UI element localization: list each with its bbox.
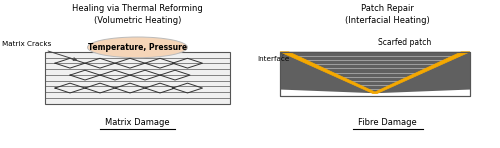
Ellipse shape bbox=[88, 37, 188, 58]
Text: Patch Repair
(Interfacial Heating): Patch Repair (Interfacial Heating) bbox=[345, 4, 430, 25]
Polygon shape bbox=[372, 52, 470, 93]
Text: Temperature, Pressure: Temperature, Pressure bbox=[88, 43, 187, 52]
Text: Scarfed patch: Scarfed patch bbox=[378, 38, 432, 47]
Bar bbox=[280, 52, 470, 96]
Polygon shape bbox=[280, 52, 378, 93]
Text: Fibre Damage: Fibre Damage bbox=[358, 118, 417, 127]
Text: Interface: Interface bbox=[258, 53, 290, 62]
Text: Matrix Damage: Matrix Damage bbox=[105, 118, 170, 127]
Bar bbox=[45, 52, 230, 104]
Text: Healing via Thermal Reforming
(Volumetric Heating): Healing via Thermal Reforming (Volumetri… bbox=[72, 4, 203, 25]
Polygon shape bbox=[280, 52, 470, 93]
Bar bbox=[280, 52, 470, 96]
Text: Matrix Cracks: Matrix Cracks bbox=[2, 41, 76, 61]
